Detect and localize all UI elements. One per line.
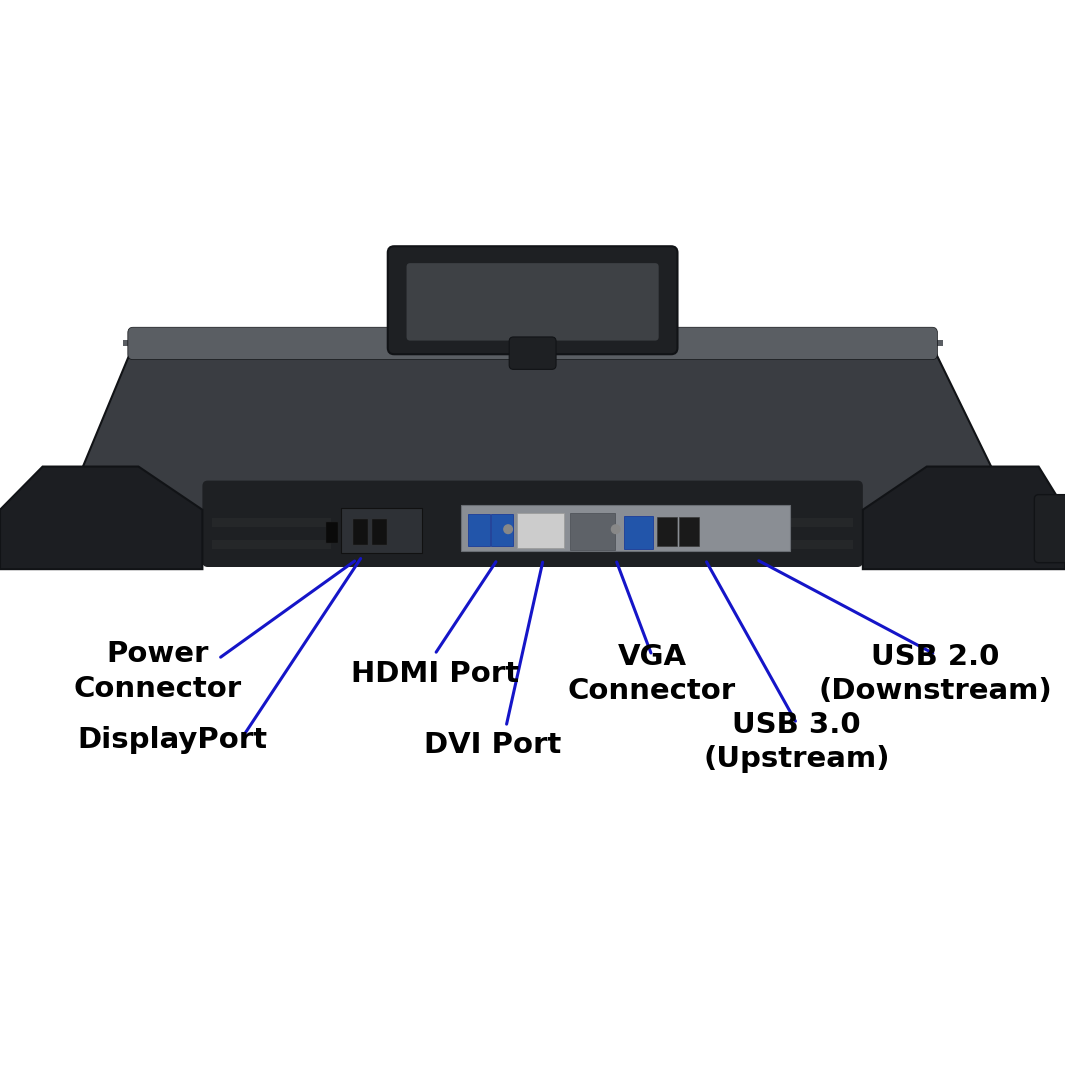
FancyBboxPatch shape <box>326 522 338 543</box>
FancyBboxPatch shape <box>341 508 422 553</box>
FancyBboxPatch shape <box>702 540 853 549</box>
FancyBboxPatch shape <box>212 540 332 549</box>
PathPatch shape <box>42 346 1039 564</box>
Text: HDMI Port: HDMI Port <box>351 660 518 688</box>
Circle shape <box>611 525 620 534</box>
Text: VGA
Connector: VGA Connector <box>568 643 735 705</box>
FancyBboxPatch shape <box>388 246 677 354</box>
FancyBboxPatch shape <box>702 518 853 527</box>
FancyBboxPatch shape <box>658 517 677 546</box>
FancyBboxPatch shape <box>468 514 490 546</box>
FancyBboxPatch shape <box>372 519 387 545</box>
Polygon shape <box>863 467 1065 569</box>
FancyBboxPatch shape <box>461 505 791 551</box>
Circle shape <box>504 525 512 534</box>
Text: USB 3.0
(Upstream): USB 3.0 (Upstream) <box>703 711 890 773</box>
FancyBboxPatch shape <box>212 518 332 527</box>
FancyBboxPatch shape <box>624 516 653 549</box>
Text: USB 2.0
(Downstream): USB 2.0 (Downstream) <box>819 643 1052 705</box>
FancyBboxPatch shape <box>352 519 367 545</box>
FancyBboxPatch shape <box>406 262 660 341</box>
FancyBboxPatch shape <box>570 513 615 550</box>
FancyBboxPatch shape <box>1035 495 1072 563</box>
Polygon shape <box>0 467 202 569</box>
Polygon shape <box>122 340 943 346</box>
FancyBboxPatch shape <box>491 514 513 546</box>
FancyBboxPatch shape <box>678 517 699 546</box>
FancyBboxPatch shape <box>202 481 863 567</box>
FancyBboxPatch shape <box>516 513 564 548</box>
Text: DisplayPort: DisplayPort <box>78 726 268 754</box>
Text: DVI Port: DVI Port <box>423 731 561 759</box>
Text: Power
Connector: Power Connector <box>73 640 242 703</box>
FancyBboxPatch shape <box>509 337 556 369</box>
FancyBboxPatch shape <box>127 327 937 360</box>
